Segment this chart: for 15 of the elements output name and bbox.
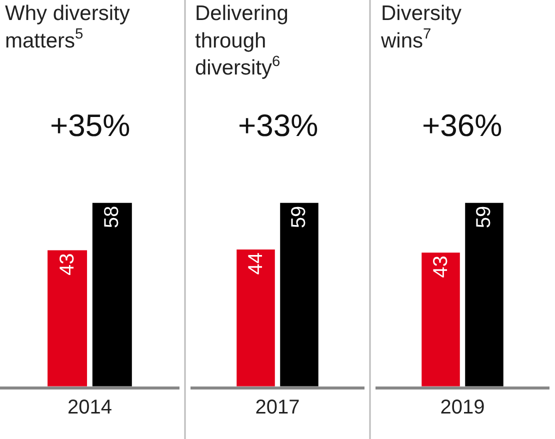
data-label: 59 [288, 206, 310, 228]
data-label: 43 [56, 253, 78, 276]
x-tick-label: 2014 [67, 396, 112, 418]
x-tick-label: 2017 [255, 396, 300, 418]
text: +35% [50, 108, 130, 143]
data-label: 44 [244, 252, 267, 275]
chart-title: Diversity wins$^{7}$ [380, 2, 462, 52]
chart-title: Why diversity matters$^{5}$ [5, 2, 130, 52]
data-label: 43 [430, 256, 452, 278]
chart-title: Delivering through diversity$^{6}$ [195, 2, 288, 80]
x-tick-label: 2019 [440, 396, 485, 418]
text: +36% [422, 108, 502, 143]
data-label: 58 [101, 206, 124, 228]
data-label: 59 [473, 206, 496, 228]
text: +33% [238, 108, 318, 143]
